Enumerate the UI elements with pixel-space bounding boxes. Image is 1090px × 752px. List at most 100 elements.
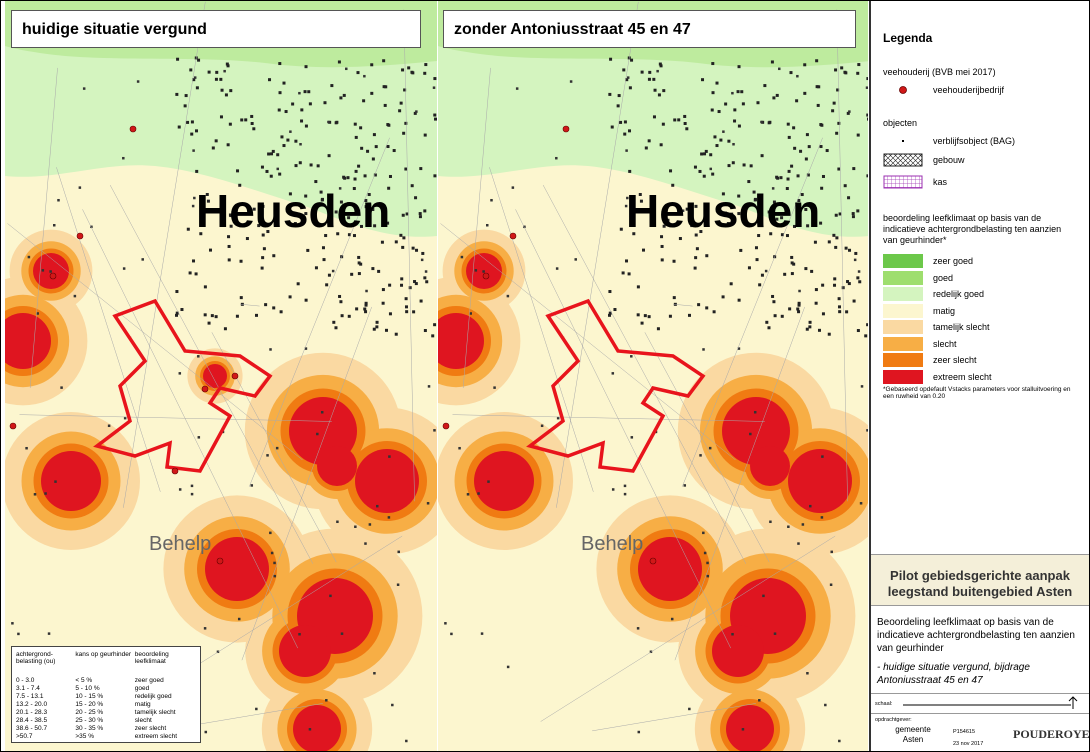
house [739, 248, 743, 252]
house [704, 149, 708, 153]
house [866, 77, 868, 81]
house [373, 672, 376, 675]
house [364, 303, 368, 307]
house [753, 197, 757, 201]
house [294, 139, 298, 143]
house [724, 102, 728, 106]
house [44, 492, 47, 495]
house [737, 212, 741, 216]
house [630, 58, 634, 62]
house [394, 332, 398, 336]
house [775, 217, 779, 221]
greenhouse-symbol [883, 175, 923, 189]
house [336, 520, 339, 524]
house [273, 561, 276, 565]
house [423, 276, 427, 280]
house [694, 256, 698, 260]
house [197, 355, 200, 358]
house [289, 130, 292, 133]
house [364, 542, 367, 545]
house [694, 204, 698, 208]
table-cell: zeer slecht [134, 725, 167, 732]
house [795, 99, 799, 103]
house [282, 144, 286, 148]
house [796, 74, 799, 78]
house [325, 283, 329, 287]
house [515, 87, 519, 90]
house [334, 210, 338, 214]
house [771, 294, 775, 298]
house [771, 187, 775, 190]
house [701, 78, 705, 82]
house [357, 261, 361, 265]
house [854, 251, 858, 255]
house [227, 235, 231, 239]
house [57, 198, 60, 202]
house [628, 169, 632, 173]
legend-item: slecht [883, 336, 957, 351]
house [779, 176, 783, 180]
house [408, 286, 412, 290]
house [275, 446, 279, 450]
house [340, 314, 344, 318]
house [737, 347, 741, 350]
legend-label: matig [933, 305, 956, 316]
table-cell: matig [134, 701, 151, 708]
house [239, 259, 243, 263]
house [786, 177, 790, 181]
house [804, 267, 808, 271]
house [824, 703, 827, 707]
house [729, 282, 733, 286]
house [82, 87, 86, 90]
house [816, 103, 820, 107]
house [640, 70, 644, 74]
house [848, 110, 851, 113]
house [314, 180, 318, 184]
house [223, 327, 227, 331]
house [754, 246, 758, 250]
house [830, 550, 833, 554]
house [192, 259, 196, 263]
house [773, 632, 777, 635]
house [834, 213, 838, 217]
house [339, 300, 343, 304]
house [320, 410, 324, 414]
house [303, 90, 307, 94]
house [190, 492, 194, 496]
house [371, 157, 375, 161]
house [805, 133, 809, 137]
house [261, 256, 265, 260]
house [332, 320, 336, 324]
house [286, 138, 290, 142]
legend-item: verblijfsobject (BAG) [883, 135, 1015, 147]
house [401, 68, 405, 72]
house [291, 211, 295, 215]
house [268, 78, 272, 82]
house [711, 62, 715, 66]
house [778, 67, 781, 71]
house [801, 523, 805, 526]
building-symbol [883, 153, 923, 167]
house [325, 699, 328, 702]
house [375, 325, 379, 329]
house [371, 267, 375, 271]
house [775, 175, 779, 179]
house [760, 120, 763, 124]
road [592, 703, 756, 732]
house [630, 436, 634, 439]
house [683, 122, 687, 126]
house [175, 311, 179, 315]
house [806, 672, 809, 675]
road [248, 137, 390, 487]
house [327, 120, 330, 124]
house [760, 273, 764, 277]
odour-zone [355, 449, 419, 513]
odour-zone [41, 451, 101, 511]
house [377, 269, 381, 273]
house [608, 92, 612, 96]
house [683, 484, 687, 487]
odour-zone [638, 537, 702, 601]
house [832, 233, 836, 237]
house [244, 118, 248, 122]
house [264, 303, 268, 307]
